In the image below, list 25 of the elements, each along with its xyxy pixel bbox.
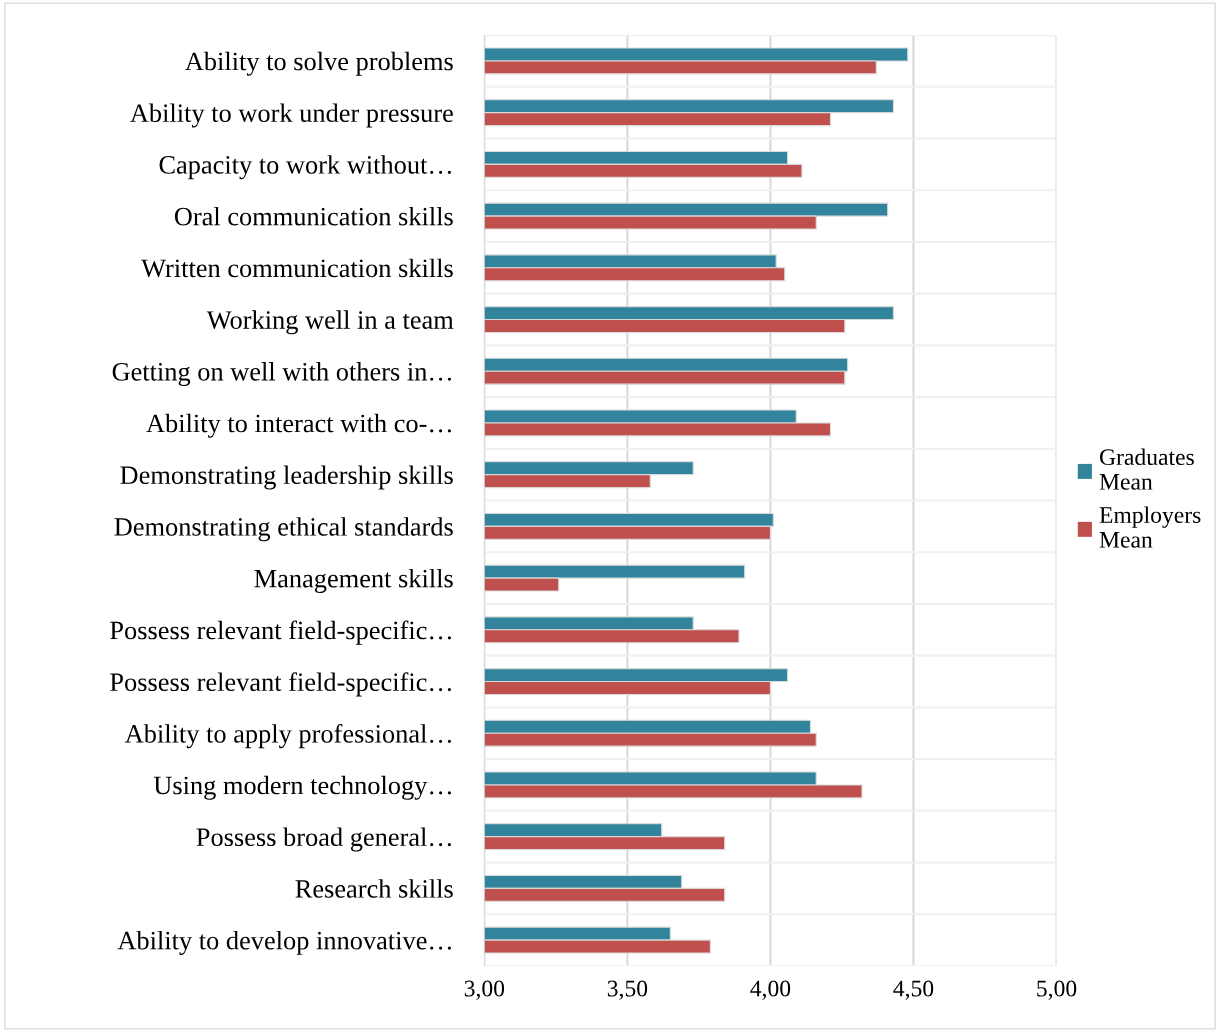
y-tick-label: Working well in a team [206,310,454,335]
legend-label: Graduates Mean [1099,448,1194,490]
legend-label: Employers Mean [1099,506,1201,548]
y-tick-label: Management skills [254,568,453,593]
y-tick-label: Possess relevant field-specific… [110,620,451,645]
x-tick-label: 3,50 [607,980,648,1000]
y-tick-label: Written communication skills [141,258,453,278]
y-tick-label: Getting on well with others in… [112,362,451,387]
y-tick-label: Ability to interact with co-… [146,413,451,438]
y-tick-label: Research skills [295,879,453,898]
y-tick-label: Capacity to work without… [159,155,451,180]
y-tick-label: Ability to apply professional… [124,723,451,749]
x-tick-label: 3,00 [464,980,505,1000]
y-tick-label: Demonstrating ethical standards [114,517,453,542]
x-tick-label: 4,00 [750,980,791,1000]
x-tick-label: 4,50 [893,980,934,1000]
x-tick-label: 5,00 [1037,980,1077,1000]
y-tick-label: Ability to work under pressure [130,103,453,128]
y-tick-label: Oral communication skills [174,206,453,226]
y-tick-label: Possess broad general… [196,827,451,852]
y-tick-label: Using modern technology… [153,775,451,800]
y-tick-label: Demonstrating leadership skills [120,465,453,490]
y-tick-label: Possess relevant field-specific… [110,672,451,697]
y-tick-label: Ability to develop innovative… [117,930,451,955]
y-tick-label: Ability to solve problems [185,51,453,76]
